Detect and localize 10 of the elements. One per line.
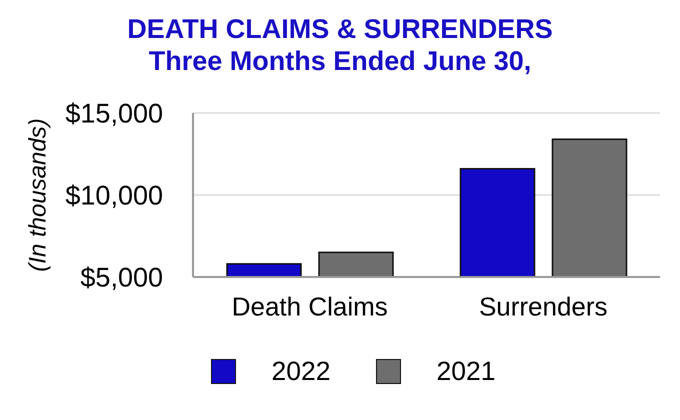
legend-label: 2021 — [436, 356, 496, 387]
legend-label: 2022 — [272, 356, 330, 387]
x-tick-label: Surrenders — [478, 291, 608, 322]
chart-subtitle: Three Months Ended June 30, — [148, 46, 532, 77]
x-tick-label: Death Claims — [232, 291, 388, 322]
y-axis-title: (In thousands) — [24, 118, 52, 272]
y-tick-label: $15,000 — [65, 98, 163, 129]
y-tick-label: $10,000 — [65, 180, 163, 211]
y-tick-label: $5,000 — [80, 262, 163, 293]
chart-title: DEATH CLAIMS & SURRENDERS — [126, 14, 554, 45]
